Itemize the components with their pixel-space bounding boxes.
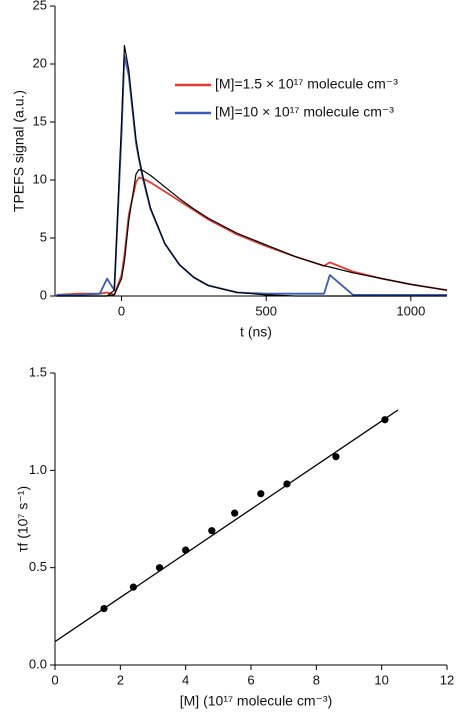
y-axis-label: TPEFS signal (a.u.) [11,90,27,212]
x-tick-label: 500 [255,303,277,318]
y-tick-label: 1.0 [29,462,47,477]
y-tick-label: 0.5 [29,559,47,574]
fit-line [54,409,399,643]
x-tick-label: 1000 [396,303,425,318]
x-tick-label: 8 [313,672,320,687]
data-point [182,546,190,554]
x-tick-label: 0 [118,303,125,318]
data-point [231,509,239,517]
legend-label: [M]=1.5 × 10¹⁷ molecule cm⁻³ [215,76,398,92]
data-line [56,54,447,296]
data-point [332,453,340,461]
y-axis-label: τf (10⁷ s⁻¹) [15,486,31,552]
fit-line [56,168,448,297]
x-tick-label: 10 [374,672,388,687]
data-point [208,527,216,535]
y-tick-label: 0.0 [29,656,47,671]
y-tick-label: 25 [33,0,47,12]
y-tick-label: 0 [40,287,47,302]
x-axis-label: [M] (10¹⁷ molecule cm⁻³) [180,693,332,709]
y-tick-label: 1.5 [29,364,47,379]
y-tick-label: 15 [33,113,47,128]
data-point [283,480,291,488]
data-point [129,583,137,591]
y-tick-label: 20 [33,55,47,70]
x-tick-label: 2 [117,672,124,687]
x-axis-label: t (ns) [240,324,272,340]
y-tick-label: 10 [33,171,47,186]
y-tick-label: 5 [40,229,47,244]
x-tick-label: 0 [51,672,58,687]
x-tick-label: 4 [182,672,189,687]
x-tick-label: 12 [440,672,454,687]
x-tick-label: 6 [247,672,254,687]
data-point [155,564,164,572]
data-point [100,604,108,613]
data-point [257,490,265,498]
legend-label: [M]=10 × 10¹⁷ molecule cm⁻³ [215,104,394,120]
data-point [381,416,389,424]
fit-line [56,44,447,297]
